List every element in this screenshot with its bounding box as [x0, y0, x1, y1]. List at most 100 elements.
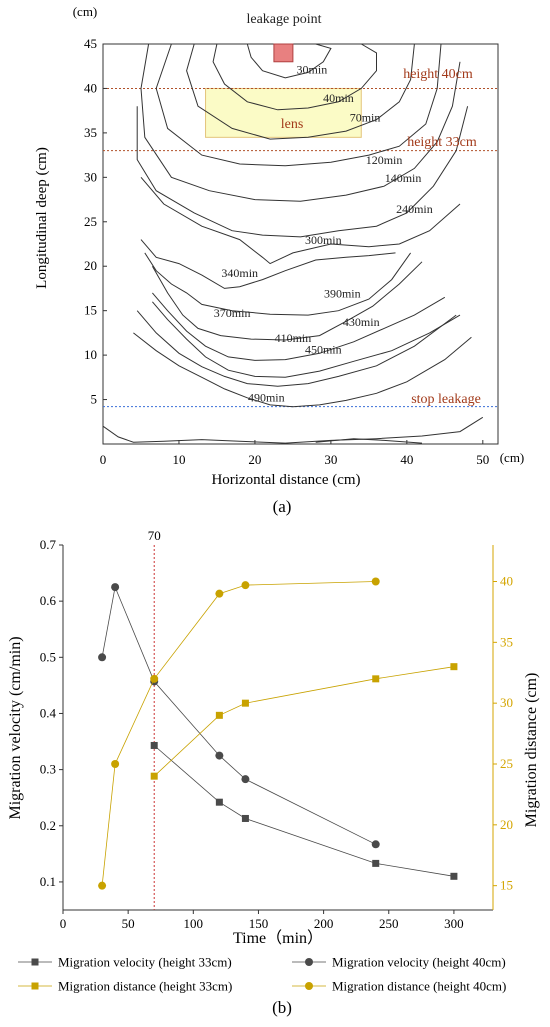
x-tick-label: 200: [314, 916, 334, 931]
data-point-square: [372, 859, 380, 867]
x-tick-label: 100: [184, 916, 204, 931]
x-tick-label: 250: [379, 916, 399, 931]
x-unit-label: (cm): [500, 450, 525, 465]
x-tick-label: 0: [60, 916, 67, 931]
line-chart: 70 0 50 100 150 200 250 300 0.1 0.2 0.3 0.4 0.5 0.6…: [7, 528, 540, 1017]
legend-label: Migration velocity (height 33cm): [58, 955, 232, 970]
x-axis-label: Horizontal distance (cm): [211, 472, 360, 488]
y-tick-label: 25: [84, 214, 97, 229]
contour-label: 240min: [396, 202, 433, 216]
y-axis-right-ticks: 15 20 25 30 35 40: [493, 574, 513, 893]
contour-line: [246, 43, 332, 79]
contour-label: 390min: [324, 286, 361, 300]
data-point-square: [215, 798, 223, 806]
data-point-square: [150, 772, 158, 780]
y-axis-label: Longitudinal deep (cm): [34, 147, 50, 289]
y-unit-label: (cm): [73, 4, 98, 19]
y-tick-label: 35: [84, 125, 97, 140]
data-point-circle: [241, 775, 250, 784]
y-axis-label-right: Migration distance (cm): [523, 673, 540, 828]
contour-line: [140, 176, 461, 265]
y-axis-ticks: 5 10 15 20 25 30 35 40 45: [84, 36, 107, 407]
vline-label: 70: [148, 528, 161, 543]
contour-line: [155, 43, 442, 167]
leakage-point-marker: [273, 43, 294, 63]
y-tick-label: 40: [84, 80, 97, 95]
x-tick-label: 50: [122, 916, 135, 931]
reference-vline: 70: [148, 528, 161, 910]
x-tick-label: 0: [100, 452, 107, 467]
contour-line: [186, 43, 415, 140]
panel-a-label: (a): [273, 497, 292, 516]
contour-line: [315, 438, 423, 444]
data-point-circle: [111, 583, 120, 592]
x-axis-ticks: 0 10 20 30 40 50: [100, 440, 489, 467]
contour-line: [140, 239, 396, 289]
legend-marker-square: [31, 958, 39, 966]
plot-a-frame: [102, 43, 499, 445]
y-right-tick-label: 15: [500, 878, 513, 893]
contour-label: 450min: [305, 342, 342, 356]
contour-label: 340min: [221, 266, 258, 280]
contour-lines: [102, 43, 484, 444]
data-point-circle: [215, 589, 224, 598]
contour-label: 70min: [350, 110, 381, 124]
y-tick-label: 0.4: [40, 705, 57, 720]
y-tick-label: 10: [84, 347, 97, 362]
data-point-square: [215, 711, 223, 719]
contour-label: 430min: [343, 315, 380, 329]
contour-line: [212, 43, 377, 111]
y-tick-label: 0.5: [40, 649, 56, 664]
x-axis-ticks: 0 50 100 150 200 250 300: [60, 910, 464, 931]
data-point-circle: [150, 674, 159, 683]
contour-line: [151, 261, 423, 341]
y-tick-label: 0.6: [40, 593, 57, 608]
x-tick-label: 150: [249, 916, 269, 931]
contour-label: 300min: [305, 233, 342, 247]
legend-label: Migration velocity (height 40cm): [332, 955, 506, 970]
x-tick-label: 50: [476, 452, 489, 467]
contour-label: 140min: [385, 171, 422, 185]
y-tick-label: 5: [91, 392, 98, 407]
panel-b-label: (b): [272, 998, 292, 1017]
height-40-label: height 40cm: [403, 67, 473, 82]
contour-label: 490min: [248, 390, 285, 404]
x-axis-label: Time（min）: [233, 929, 323, 947]
legend: Migration velocity (height 33cm) Migratio…: [18, 955, 506, 994]
data-point-circle: [241, 581, 250, 590]
series-line: [153, 745, 454, 877]
contour-label: 40min: [323, 91, 354, 105]
series-line: [153, 666, 454, 777]
contour-line: [136, 106, 469, 238]
x-tick-label: 300: [444, 916, 464, 931]
series-line: [101, 585, 376, 845]
data-point-circle: [215, 751, 224, 760]
stop-leakage-label: stop leakage: [411, 392, 481, 407]
contour-line: [102, 416, 484, 444]
y-right-tick-label: 30: [500, 695, 513, 710]
legend-marker-square: [31, 982, 39, 990]
data-point-square: [241, 699, 249, 707]
contour-label: 410min: [275, 331, 312, 345]
data-point-square: [241, 814, 249, 822]
contour-line: [136, 310, 457, 387]
x-tick-label: 30: [324, 452, 337, 467]
data-point-circle: [371, 840, 380, 849]
contour-line: [144, 252, 412, 316]
y-axis-left-ticks: 0.1 0.2 0.3 0.4 0.5 0.6 0.7: [40, 537, 63, 889]
y-tick-label: 0.2: [40, 818, 56, 833]
data-point-circle: [98, 881, 107, 890]
data-point-circle: [98, 653, 107, 662]
contour-label: 370min: [214, 306, 251, 320]
contour-labels: 30min 40min 70min 120min 140min 240min 300min 3…: [214, 62, 433, 404]
y-right-tick-label: 35: [500, 634, 513, 649]
series-line: [101, 581, 376, 886]
legend-marker-circle: [305, 958, 313, 966]
y-tick-label: 20: [84, 258, 97, 273]
contour-line: [152, 301, 461, 378]
series-lines: [98, 577, 458, 890]
height-33-label: height 33cm: [407, 135, 477, 150]
x-tick-label: 40: [400, 452, 413, 467]
y-axis-label-left: Migration velocity (cm/min): [7, 636, 24, 819]
y-right-tick-label: 25: [500, 756, 513, 771]
